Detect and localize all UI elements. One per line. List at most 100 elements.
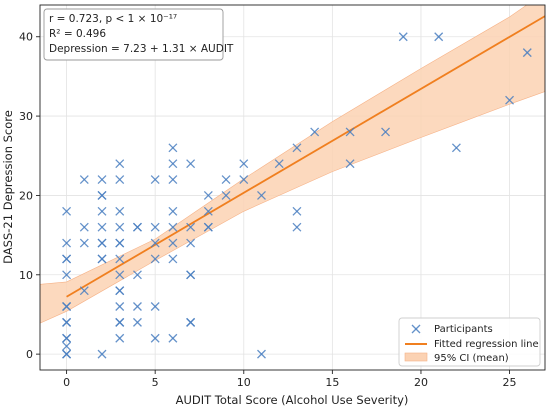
data-point [79, 238, 89, 248]
data-point [186, 159, 196, 169]
regression-line [66, 15, 545, 298]
data-point [150, 238, 160, 248]
data-point [186, 270, 196, 280]
data-point [522, 48, 532, 58]
stats-equation: Depression = 7.23 + 1.31 × AUDIT [49, 43, 234, 55]
data-point [97, 206, 107, 216]
legend-frame [398, 317, 541, 367]
data-point [115, 254, 125, 264]
data-point [115, 222, 125, 232]
x-tick-label: 15 [325, 376, 339, 389]
data-point [168, 222, 178, 232]
data-point [62, 254, 72, 264]
data-point [168, 175, 178, 185]
data-point [168, 238, 178, 248]
data-point [97, 349, 107, 359]
data-point [62, 302, 72, 311]
data-point [115, 333, 125, 343]
plot-frame [39, 4, 546, 371]
data-point [132, 222, 142, 232]
data-point [97, 175, 107, 185]
data-point [257, 349, 266, 359]
x-tick-label: 25 [503, 376, 517, 389]
data-point [97, 190, 107, 200]
data-point [115, 159, 125, 169]
x-tick-label: 0 [63, 376, 70, 389]
data-point [150, 254, 160, 264]
data-point [62, 270, 72, 280]
axis-ticks: 0 5 10 15 20 25 0 10 20 30 40 [19, 31, 517, 389]
legend-points-label: Participants [434, 324, 493, 335]
data-point [186, 317, 196, 327]
data-point [381, 127, 390, 137]
data-point [203, 190, 213, 200]
data-point [62, 341, 72, 351]
data-point [186, 238, 196, 248]
legend: Participants Fitted regression line 95% … [398, 317, 541, 367]
data-point [150, 222, 160, 232]
data-point [398, 32, 408, 42]
data-point [150, 302, 160, 311]
data-point [292, 143, 302, 153]
data-point [115, 286, 125, 296]
data-point [62, 333, 72, 343]
data-point [203, 206, 213, 216]
data-point [168, 254, 178, 264]
x-axis-label: AUDIT Total Score (Alcohol Use Severity) [176, 393, 409, 407]
data-point [434, 32, 444, 42]
data-point [79, 222, 89, 232]
data-point [115, 206, 125, 216]
data-point [221, 175, 231, 185]
x-tick-label: 20 [414, 376, 428, 389]
data-point [505, 95, 515, 105]
legend-band-marker [404, 352, 428, 362]
data-point [115, 175, 125, 185]
stats-box: r = 0.723, p < 1 × 10⁻¹⁷ R² = 0.496 Depr… [43, 8, 234, 61]
y-tick-label: 0 [26, 348, 33, 361]
y-tick-label: 20 [19, 189, 33, 202]
legend-line-label: Fitted regression line [434, 339, 539, 350]
data-point [239, 159, 249, 169]
data-point [79, 175, 89, 185]
data-point [150, 333, 160, 343]
data-point [97, 222, 107, 232]
data-point [257, 190, 266, 200]
data-point [115, 302, 125, 311]
data-point [168, 206, 178, 216]
data-point [239, 175, 249, 185]
legend-x-glyph [411, 324, 421, 334]
data-point [62, 206, 72, 216]
data-point [345, 159, 355, 169]
stats-r-squared: R² = 0.496 [49, 28, 106, 40]
data-point [150, 175, 160, 185]
data-point [221, 190, 231, 200]
y-axis-label: DASS-21 Depression Score [1, 110, 15, 264]
x-tick-label: 5 [152, 376, 159, 389]
data-point [451, 143, 461, 153]
y-tick-label: 40 [19, 31, 33, 44]
data-point [97, 238, 107, 248]
stats-correlation: r = 0.723, p < 1 × 10⁻¹⁷ [49, 13, 177, 25]
data-point [132, 302, 142, 311]
data-point [345, 127, 355, 137]
data-point [62, 349, 72, 359]
data-point [115, 317, 125, 327]
data-point [132, 317, 142, 327]
data-point [62, 238, 72, 248]
stats-box-frame [43, 8, 224, 61]
data-point [132, 270, 142, 280]
data-point [168, 143, 178, 153]
data-point [79, 286, 89, 296]
y-tick-label: 30 [19, 110, 33, 123]
participant-points [62, 32, 532, 359]
data-point [310, 127, 320, 137]
data-point [186, 222, 196, 232]
data-point [115, 238, 125, 248]
data-point [115, 270, 125, 280]
regression-line-layer [66, 15, 545, 298]
data-point [274, 159, 284, 169]
data-point [168, 333, 178, 343]
data-point [168, 159, 178, 169]
data-point [292, 206, 302, 216]
